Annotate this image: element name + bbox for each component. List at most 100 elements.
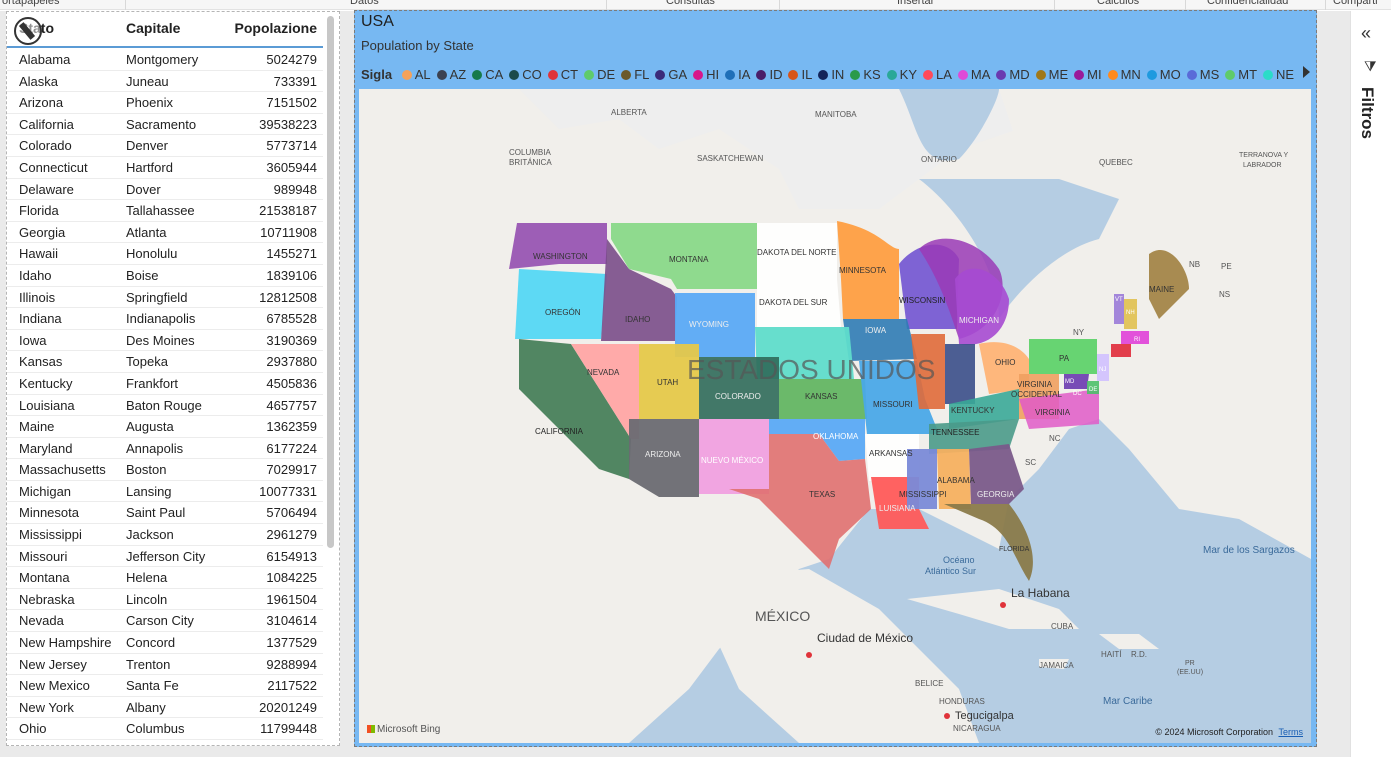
label-alabama: ALABAMA [937,476,975,485]
table-row[interactable]: Idaho Boise 1839106 [7,265,323,287]
map-view[interactable]: ALBERTA MANITOBA COLUMBIA BRITÁNICA SASK… [359,89,1311,743]
legend-item[interactable]: LA [923,67,952,82]
filters-label[interactable]: Filtros [1358,87,1377,139]
table-row[interactable]: Indiana Indianapolis 6785528 [7,308,323,330]
table-row[interactable]: Nevada Carson City 3104614 [7,610,323,633]
table-row[interactable]: Massachusetts Boston 7029917 [7,459,323,481]
table-row[interactable]: Maine Augusta 1362359 [7,416,323,438]
table-row[interactable]: New Mexico Santa Fe 2117522 [7,675,323,697]
table-row[interactable]: Kentucky Frankfort 4505836 [7,373,323,395]
label-kansas: KANSAS [805,392,837,401]
legend-item[interactable]: CA [472,67,503,82]
legend-item[interactable]: AZ [436,67,466,82]
cell-capitale: Phoenix [126,95,173,111]
table-row[interactable]: Montana Helena 1084225 [7,567,323,589]
legend-item[interactable]: IA [725,67,750,82]
legend-item[interactable]: MO [1146,67,1181,82]
label-nc: NC [1049,434,1061,443]
state-arizona [629,419,699,497]
cell-stato: Missouri [19,548,68,564]
legend-item[interactable]: KY [886,67,917,82]
legend-item[interactable]: IL [788,67,812,82]
legend-item[interactable]: ID [756,67,782,82]
table-row[interactable]: Colorado Denver 5773714 [7,135,323,157]
table-row[interactable]: Alaska Juneau 733391 [7,71,323,93]
table-row[interactable]: Connecticut Hartford 3605944 [7,157,323,179]
table-visual[interactable]: Stato Capitale Popolazione Alabama Montgo… [6,11,340,746]
ribbon-queries[interactable]: Consultas [666,0,715,7]
legend-item[interactable]: FL [621,67,649,82]
legend-item[interactable]: MI [1074,67,1102,82]
state-north-dakota [757,223,837,279]
table-row[interactable]: Maryland Annapolis 6177224 [7,438,323,460]
legend-item[interactable]: MD [996,67,1030,82]
legend-item[interactable]: IN [818,67,844,82]
legend-item[interactable]: HI [693,67,719,82]
legend-item[interactable]: CO [509,67,542,82]
legend-item[interactable]: MA [957,67,990,82]
focus-mode-icon[interactable] [14,17,42,45]
legend-label: FL [634,67,650,82]
legend-item[interactable]: KS [850,67,881,82]
table-row[interactable]: Ohio Columbus 11799448 [7,718,323,740]
table-row[interactable]: Nebraska Lincoln 1961504 [7,589,323,611]
legend-next-icon[interactable] [1303,66,1310,78]
column-header-capitale[interactable]: Capitale [126,20,181,36]
legend-item[interactable]: AL [401,67,431,82]
table-header: Stato Capitale Popolazione [7,12,323,48]
ribbon-calculations[interactable]: Cálculos [1097,0,1140,7]
table-row[interactable]: California Sacramento 39538223 [7,114,323,136]
table-row[interactable]: Missouri Jefferson City 6154913 [7,546,323,568]
label-jamaica: JAMAICA [1039,661,1074,670]
map-visual[interactable]: USA Population by State Sigla AL AZ CA CO CT… [354,10,1317,747]
ribbon-share[interactable]: Comparti [1333,0,1378,7]
table-row[interactable]: Michigan Lansing 10077331 [7,481,323,503]
state-ohio [979,342,1029,394]
label-nh: NH [1126,310,1135,316]
legend-item[interactable]: MN [1107,67,1141,82]
cell-capitale: Annapolis [126,440,184,456]
table-row[interactable]: Alabama Montgomery 5024279 [7,49,323,71]
table-scrollbar[interactable] [327,16,334,548]
table-row[interactable]: Iowa Des Moines 3190369 [7,330,323,352]
column-header-popolazione[interactable]: Popolazione [234,20,317,36]
legend-item[interactable]: MS [1186,67,1219,82]
table-row[interactable]: New York Albany 20201249 [7,697,323,719]
legend-item[interactable]: ME [1035,67,1069,82]
ribbon-insert[interactable]: Insertar [897,0,935,7]
filters-panel[interactable]: « ⧩ Filtros [1350,11,1391,757]
legend-item[interactable]: NE [1263,67,1294,82]
table-row[interactable]: Florida Tallahassee 21538187 [7,200,323,222]
label-georgia: GEORGIA [977,490,1015,499]
legend-item[interactable]: CT [547,67,578,82]
table-row[interactable]: Delaware Dover 989948 [7,179,323,201]
legend-item[interactable]: GA [655,67,687,82]
ribbon-data[interactable]: Datos [350,0,379,7]
cell-popolazione: 3605944 [266,159,317,175]
table-row[interactable]: Kansas Topeka 2937880 [7,351,323,373]
legend-label: CO [522,67,542,82]
table-row[interactable]: Hawaii Honolulu 1455271 [7,243,323,265]
ribbon-sensitivity[interactable]: Confidencialidad [1207,0,1289,7]
table-row[interactable]: Minnesota Saint Paul 5706494 [7,502,323,525]
map-svg[interactable]: ALBERTA MANITOBA COLUMBIA BRITÁNICA SASK… [359,89,1311,743]
table-row[interactable]: Mississippi Jackson 2961279 [7,524,323,546]
label-california: CALIFORNIA [535,427,584,436]
filter-icon[interactable]: ⧩ [1364,58,1377,74]
label-sc: SC [1025,458,1036,467]
table-row[interactable]: New Jersey Trenton 9288994 [7,654,323,676]
legend-label: ME [1048,67,1069,82]
table-row[interactable]: Louisiana Baton Rouge 4657757 [7,395,323,417]
legend-item[interactable]: MT [1225,67,1257,82]
map-terms-link[interactable]: Terms [1278,727,1304,737]
collapse-panel-icon[interactable]: « [1361,23,1372,43]
table-row[interactable]: Georgia Atlanta 10711908 [7,222,323,244]
table-row[interactable]: Arizona Phoenix 7151502 [7,92,323,114]
table-row[interactable]: Illinois Springfield 12812508 [7,287,323,309]
state-virginia [1019,389,1099,429]
legend-item[interactable]: DE [584,67,615,82]
ribbon-clipboard[interactable]: ortapapeles [2,0,60,7]
table-row[interactable]: New Hampshire Concord 1377529 [7,632,323,654]
label-pa: PA [1059,354,1070,363]
cell-capitale: Lincoln [126,591,168,607]
